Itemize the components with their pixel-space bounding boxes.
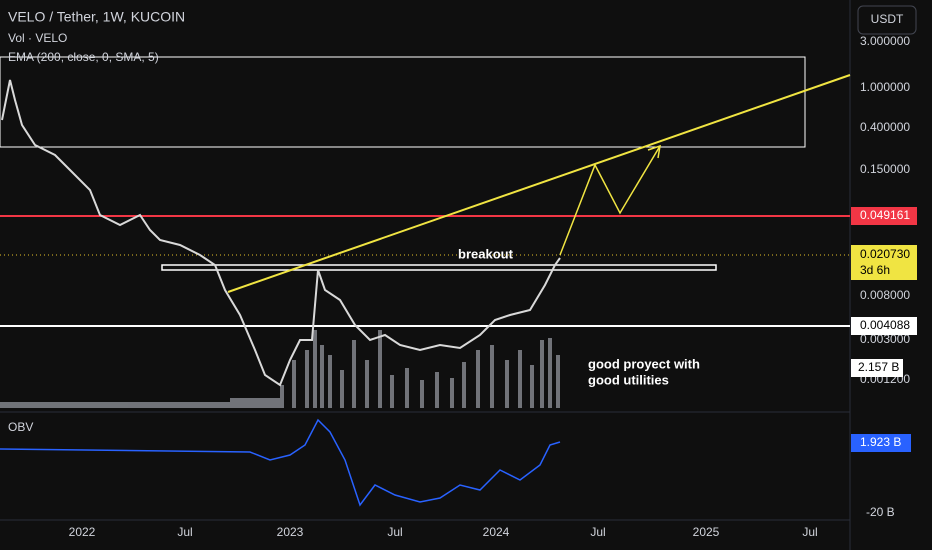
note-line: good utilities [588,372,669,387]
neckline-box [161,264,717,271]
time-label: Jul [590,525,605,539]
obv-badge [851,434,911,452]
time-label: 2025 [693,525,720,539]
time-label: 2022 [69,525,96,539]
obv-badge-label: 1.923 B [860,435,901,449]
countdown-label: 3d 6h [860,263,890,277]
time-label: 2023 [277,525,304,539]
currency-button-label[interactable]: USDT [871,12,904,26]
price-label: 0.003000 [860,332,910,346]
volume-bars [0,330,560,408]
target-zone [0,56,806,148]
obv-axis-label: -20 B [866,505,895,519]
projection-path [559,145,661,256]
current-badge-label: 0.020730 [860,247,910,261]
note-line: good proyect with [588,356,700,371]
obv-legend: OBV [8,420,33,434]
price-path [1,79,561,387]
symbol-title: VELO / Tether, 1W, KUCOIN [8,9,185,25]
volume-badge-label: 2.157 B [858,360,899,374]
volume-legend: Vol · VELO [8,31,67,45]
current-badge [851,245,917,280]
red-badge-label: 0.049161 [860,208,910,222]
currency-button[interactable] [857,5,917,35]
price-label: 1.000000 [860,80,910,94]
obv-line [0,418,561,507]
time-label: Jul [387,525,402,539]
time-label: Jul [802,525,817,539]
price-label: 3.000000 [860,34,910,48]
projection-arrow [647,144,661,159]
ema-legend: EMA (200, close, 0, SMA, 5) [8,50,159,64]
white-badge [851,317,917,335]
red-badge [851,207,917,225]
breakout-note: breakout [458,246,514,261]
time-label: 2024 [483,525,510,539]
trend-line [227,74,851,293]
price-label: 0.400000 [860,120,910,134]
price-label: 0.150000 [860,162,910,176]
price-label: 0.008000 [860,288,910,302]
white-badge-label: 0.004088 [860,318,910,332]
time-label: Jul [177,525,192,539]
volume-badge [851,359,903,377]
